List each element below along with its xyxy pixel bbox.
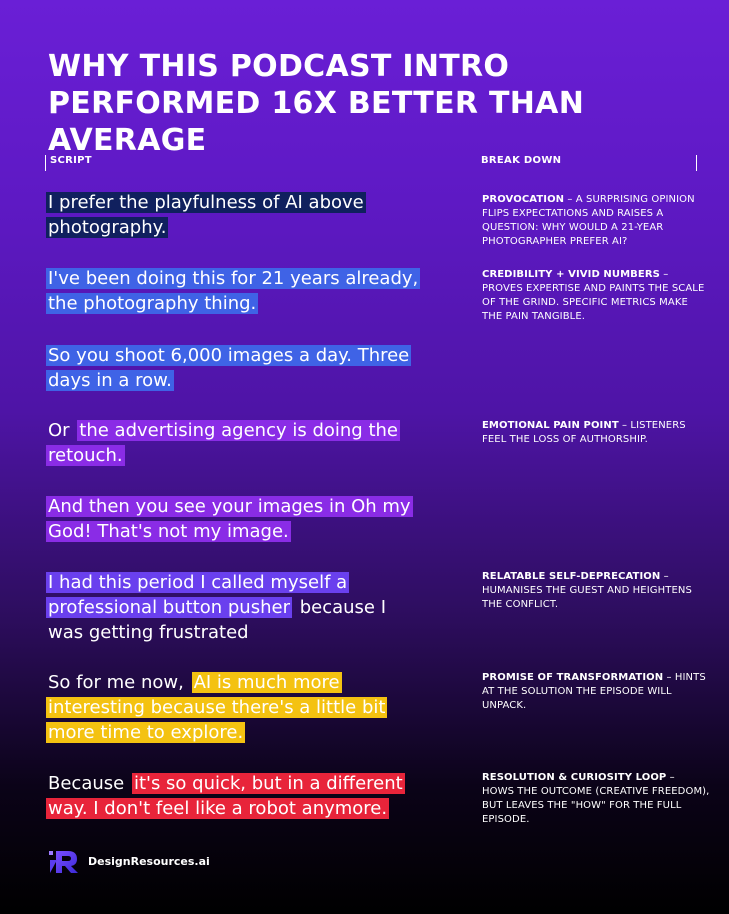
plain-text: Because: [48, 773, 130, 794]
breakdown-emotional-pain-point: EMOTIONAL PAIN POINT – LISTENERS FEEL TH…: [482, 419, 710, 447]
breakdown-heading: CREDIBILITY + VIVID NUMBERS: [482, 269, 660, 280]
highlight-blue: So you shoot 6,000 images a day. Three d…: [46, 345, 412, 391]
breakdown-heading: PROMISE OF TRANSFORMATION: [482, 672, 664, 683]
breakdown-heading: RESOLUTION & CURIOSITY LOOP: [482, 772, 667, 783]
highlight-navy: I prefer the playfulness of AI above pho…: [46, 192, 366, 238]
brand-logo: DesignResources.ai: [48, 848, 210, 874]
breakdown-column-header: BREAK DOWN: [481, 155, 697, 171]
breakdown-transformation: PROMISE OF TRANSFORMATION – HINTS AT THE…: [482, 671, 710, 713]
script-line-6: I had this period I called myself a prof…: [46, 570, 426, 645]
breakdown-self-deprecation: RELATABLE SELF-DEPRECATION – HUMANISES T…: [482, 570, 710, 612]
script-line-4: Or the advertising agency is doing the r…: [46, 418, 426, 468]
script-line-8: Because it's so quick, but in a differen…: [46, 771, 426, 821]
logo-text: DesignResources.ai: [88, 854, 210, 868]
breakdown-credibility: CREDIBILITY + VIVID NUMBERS – PROVES EXP…: [482, 268, 710, 324]
highlight-blue: I've been doing this for 21 years alread…: [46, 268, 421, 314]
plain-text: So for me now,: [48, 672, 190, 693]
script-line-3: So you shoot 6,000 images a day. Three d…: [46, 343, 426, 393]
breakdown-body: – HINTS AT THE SOLUTION THE EPISODE WILL…: [482, 672, 706, 711]
breakdown-heading: EMOTIONAL PAIN POINT: [482, 420, 619, 431]
highlight-violet: And then you see your images in Oh my Go…: [46, 496, 413, 542]
script-line-7: So for me now, AI is much more interesti…: [46, 670, 426, 745]
breakdown-body: – LISTENERS FEEL THE LOSS OF AUTHORSHIP.: [482, 420, 686, 445]
breakdown-body: – A SURPRISING OPINION FLIPS EXPECTATION…: [482, 194, 695, 247]
designresources-logo-icon: [49, 851, 78, 873]
plain-text: Or: [48, 420, 76, 441]
breakdown-heading: PROVOCATION: [482, 194, 565, 205]
highlight-violet: the advertising agency is doing the reto…: [46, 420, 400, 466]
breakdown-body: – HUMANISES THE GUEST AND HEIGHTENS THE …: [482, 571, 692, 610]
breakdown-body: – HOWS THE OUTCOME (CREATIVE FREEDOM), B…: [482, 772, 710, 825]
script-line-5: And then you see your images in Oh my Go…: [46, 494, 426, 544]
plain-text: because I was getting frustrated: [48, 597, 387, 643]
script-line-1: I prefer the playfulness of AI above pho…: [46, 190, 426, 240]
breakdown-heading: RELATABLE SELF-DEPRECATION: [482, 571, 661, 582]
script-column-header: SCRIPT: [45, 155, 290, 171]
script-line-2: I've been doing this for 21 years alread…: [46, 266, 426, 316]
breakdown-provocation: PROVOCATION – A SURPRISING OPINION FLIPS…: [482, 193, 710, 249]
page-title: WHY THIS PODCAST INTRO PERFORMED 16X BET…: [48, 49, 585, 158]
breakdown-resolution: RESOLUTION & CURIOSITY LOOP – HOWS THE O…: [482, 771, 710, 827]
breakdown-body: – PROVES EXPERTISE AND PAINTS THE SCALE …: [482, 269, 705, 322]
